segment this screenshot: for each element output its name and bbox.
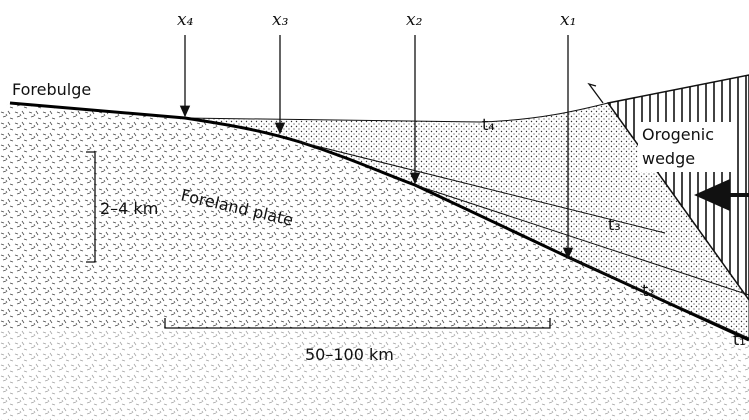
t2-label: t₂ (642, 281, 655, 300)
x4-label: x₄ (177, 10, 194, 30)
wedge-label: Orogenic (642, 125, 714, 144)
forebulge-label: Forebulge (12, 80, 91, 99)
vertical-scale-bar (86, 151, 96, 263)
arrows (179, 35, 574, 260)
x1-label: x₁ (560, 10, 576, 30)
x2-label: x₂ (406, 10, 423, 30)
t3-label: t₃ (608, 215, 621, 234)
timelines (299, 141, 749, 339)
horizontal-scale-label: 50–100 km (305, 345, 394, 364)
thrust-arrow (587, 82, 604, 104)
x3-label: x₃ (272, 10, 289, 30)
horizontal-scale-bar (164, 318, 551, 329)
fade (0, 330, 749, 420)
vertical-scale-label: 2–4 km (100, 199, 158, 218)
t4-label: t₄ (482, 115, 495, 134)
wedge-label-bg (638, 122, 736, 172)
t1-label: t₁ (733, 330, 746, 349)
wedge-label: wedge (642, 149, 695, 168)
